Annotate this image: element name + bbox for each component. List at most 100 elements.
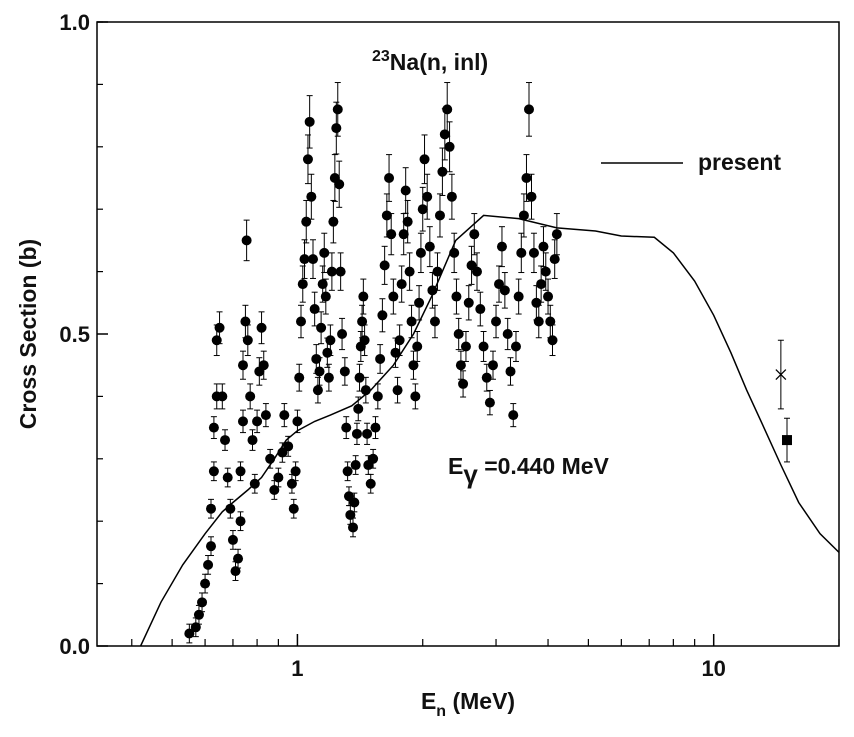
marker-circle — [396, 279, 407, 290]
marker-circle — [252, 416, 263, 427]
data-point-circle — [547, 324, 558, 357]
marker-circle — [214, 322, 225, 333]
y-tick-label: 0.0 — [59, 634, 90, 659]
chart-title: 23Na(n, inl) — [372, 48, 488, 75]
data-point-circle — [463, 285, 474, 321]
marker-circle — [386, 229, 397, 240]
marker-circle — [334, 179, 345, 190]
marker-circle — [516, 247, 527, 258]
marker-circle — [297, 279, 308, 290]
data-point-circle — [434, 193, 445, 238]
marker-circle — [341, 422, 352, 433]
data-point-circle — [358, 278, 369, 315]
marker-circle — [237, 416, 248, 427]
marker-circle — [290, 466, 301, 477]
data-point-circle — [377, 298, 388, 333]
marker-circle — [358, 291, 369, 302]
marker-circle — [531, 297, 542, 308]
data-point-circle — [200, 573, 211, 594]
data-point-circle — [353, 396, 364, 422]
data-point-circle — [370, 416, 381, 440]
marker-square — [781, 435, 792, 446]
marker-circle — [265, 453, 276, 464]
marker-circle — [406, 316, 417, 327]
data-point-circle — [404, 252, 415, 291]
data-point-circle — [326, 252, 337, 291]
data-point-circle — [362, 422, 373, 445]
data-point-circle — [518, 193, 529, 238]
marker-circle — [437, 166, 448, 177]
marker-circle — [230, 566, 241, 577]
data-point-circle — [337, 317, 348, 351]
data-point-circle — [427, 272, 438, 309]
x-axis-title-main: E — [421, 688, 436, 714]
legend-label-present: present — [698, 149, 781, 175]
marker-circle — [362, 428, 373, 439]
marker-circle — [365, 478, 376, 489]
data-point-circle — [460, 331, 471, 362]
marker-circle — [350, 460, 361, 471]
chart-title-main: Na(n, inl) — [390, 49, 488, 75]
data-point-circle — [240, 304, 251, 339]
marker-circle — [335, 266, 346, 277]
marker-circle — [237, 360, 248, 371]
data-point-circle — [446, 173, 457, 220]
marker-circle — [206, 503, 217, 514]
data-point-circle — [429, 304, 440, 339]
data-point-circle — [487, 350, 498, 380]
marker-circle — [184, 628, 195, 639]
data-point-circle — [475, 291, 486, 327]
data-point-circle — [379, 245, 390, 285]
data-point-circle — [332, 82, 343, 137]
data-point-circle — [432, 252, 443, 291]
marker-circle — [222, 472, 233, 483]
data-point-circle — [422, 173, 433, 220]
marker-circle — [424, 241, 435, 252]
data-point-circle — [249, 473, 260, 494]
marker-circle — [408, 360, 419, 371]
x-tick-label: 10 — [701, 656, 725, 681]
data-point-circle — [292, 409, 303, 434]
marker-circle — [337, 329, 348, 339]
marker-circle — [545, 316, 556, 327]
marker-circle — [458, 378, 469, 389]
data-point-circle — [339, 357, 350, 386]
plot-frame — [96, 21, 840, 647]
marker-circle — [242, 335, 253, 346]
marker-circle — [249, 478, 260, 489]
marker-circle — [309, 304, 320, 315]
marker-circle — [540, 266, 551, 277]
marker-circle — [217, 391, 228, 402]
data-point-circle — [469, 213, 480, 256]
data-point-circle — [392, 376, 403, 404]
marker-circle — [538, 241, 549, 252]
data-point-circle — [466, 245, 477, 285]
marker-circle — [349, 497, 360, 508]
data-point-circle — [523, 82, 534, 137]
marker-circle — [326, 266, 337, 277]
data-point-circle — [325, 324, 336, 357]
marker-circle — [273, 472, 284, 483]
marker-circle — [302, 154, 313, 165]
curve-layer — [139, 214, 840, 647]
marker-circle — [455, 360, 466, 371]
data-point-circle — [235, 511, 246, 532]
data-point-circle — [551, 213, 562, 256]
data-point-circle — [225, 498, 236, 519]
data-point-circle — [526, 173, 537, 220]
data-point-circle — [308, 239, 319, 279]
data-point-circle — [273, 467, 284, 488]
marker-circle — [394, 335, 405, 346]
marker-circle — [292, 416, 303, 427]
marker-circle — [308, 254, 319, 265]
data-point-circle — [245, 383, 256, 410]
data-point-circle — [414, 285, 425, 321]
data-point-circle — [455, 350, 466, 380]
marker-circle — [449, 247, 460, 258]
marker-circle — [410, 391, 421, 402]
data-point-circle — [260, 403, 271, 428]
data-point-circle — [521, 154, 532, 202]
marker-circle — [258, 360, 269, 371]
data-point-circle — [375, 344, 386, 374]
marker-circle — [478, 341, 489, 352]
